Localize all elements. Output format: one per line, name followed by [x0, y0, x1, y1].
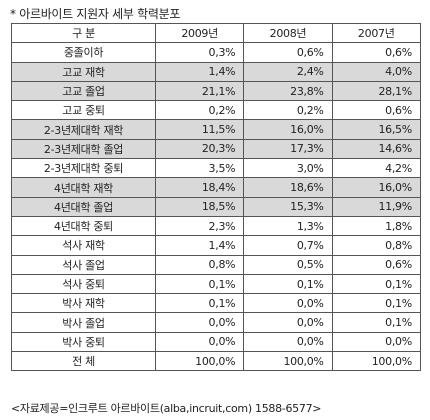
table-row: 고교 재학 1,4% 2,4% 4,0%	[11, 61, 421, 82]
value-2009: 21,1%	[154, 80, 245, 102]
value-2008: 0,2%	[243, 100, 333, 121]
header-2009: 2009년	[154, 22, 245, 44]
value-2007: 0,6%	[331, 42, 421, 63]
value-2008: 23,8%	[243, 80, 333, 102]
header-category: 구 분	[11, 22, 156, 44]
row-label: 박사 재학	[11, 293, 156, 314]
row-label: 고교 재학	[11, 61, 156, 82]
value-2009: 18,4%	[154, 177, 245, 198]
value-2007: 0,6%	[331, 254, 421, 275]
table-row: 박사 재학 0,1% 0,0% 0,1%	[11, 293, 421, 314]
value-2009: 0,1%	[154, 273, 245, 295]
row-label: 중졸이하	[11, 42, 156, 63]
row-label: 4년대학 재학	[11, 177, 156, 198]
value-2009: 2,3%	[154, 215, 245, 237]
table-row: 2-3년제대학 졸업 20,3% 17,3% 14,6%	[11, 138, 421, 160]
value-2009: 0,1%	[154, 293, 245, 314]
value-2007: 0,6%	[331, 100, 421, 121]
value-2009: 0,0%	[154, 331, 245, 353]
header-row: 구 분 2009년 2008년 2007년	[11, 22, 421, 44]
value-2007: 100,0%	[331, 351, 421, 372]
row-label: 석사 재학	[11, 235, 156, 256]
value-2009: 3,5%	[154, 158, 245, 179]
table-row: 석사 중퇴 0,1% 0,1% 0,1%	[11, 273, 421, 295]
value-2008: 16,0%	[243, 119, 333, 140]
row-label: 2-3년제대학 재학	[11, 119, 156, 140]
table-row: 박사 중퇴 0,0% 0,0% 0,0%	[11, 331, 421, 353]
table-row: 석사 졸업 0,8% 0,5% 0,6%	[11, 254, 421, 275]
table-row: 박사 졸업 0,0% 0,0% 0,1%	[11, 312, 421, 333]
value-2009: 100,0%	[154, 351, 245, 372]
value-2007: 1,8%	[331, 215, 421, 237]
source-note: <자료제공=인크루트 아르바이트(alba,incruit,com) 1588-…	[11, 402, 322, 415]
row-label: 고교 졸업	[11, 80, 156, 102]
value-2008: 17,3%	[243, 138, 333, 160]
table-row: 4년대학 졸업 18,5% 15,3% 11,9%	[11, 196, 421, 217]
row-label: 석사 중퇴	[11, 273, 156, 295]
table-row: 4년대학 재학 18,4% 18,6% 16,0%	[11, 177, 421, 198]
row-label: 2-3년제대학 중퇴	[11, 158, 156, 179]
value-2009: 0,8%	[154, 254, 245, 275]
value-2007: 16,0%	[331, 177, 421, 198]
table-title: * 아르바이트 지원자 세부 학력분포	[10, 7, 181, 21]
row-label: 전 체	[11, 351, 156, 372]
row-label: 2-3년제대학 졸업	[11, 138, 156, 160]
value-2008: 0,0%	[243, 293, 333, 314]
value-2007: 14,6%	[331, 138, 421, 160]
value-2009: 0,0%	[154, 312, 245, 333]
value-2007: 16,5%	[331, 119, 421, 140]
value-2008: 18,6%	[243, 177, 333, 198]
table-row: 중졸이하 0,3% 0,6% 0,6%	[11, 42, 421, 63]
table-row: 석사 재학 1,4% 0,7% 0,8%	[11, 235, 421, 256]
value-2009: 11,5%	[154, 119, 245, 140]
value-2009: 0,3%	[154, 42, 245, 63]
value-2007: 0,0%	[331, 331, 421, 353]
table-row: 4년대학 중퇴 2,3% 1,3% 1,8%	[11, 215, 421, 237]
table-row: 2-3년제대학 재학 11,5% 16,0% 16,5%	[11, 119, 421, 140]
value-2008: 2,4%	[243, 61, 333, 82]
row-label: 4년대학 졸업	[11, 196, 156, 217]
header-2007: 2007년	[331, 22, 421, 44]
value-2007: 4,0%	[331, 61, 421, 82]
value-2009: 20,3%	[154, 138, 245, 160]
value-2008: 0,0%	[243, 331, 333, 353]
value-2008: 0,1%	[243, 273, 333, 295]
value-2008: 3,0%	[243, 158, 333, 179]
value-2008: 100,0%	[243, 351, 333, 372]
value-2008: 0,0%	[243, 312, 333, 333]
header-2008: 2008년	[243, 22, 333, 44]
education-distribution-table: 구 분 2009년 2008년 2007년 중졸이하 0,3% 0,6% 0,6% 고교…	[11, 22, 421, 372]
row-label: 4년대학 중퇴	[11, 215, 156, 237]
table-row: 전 체 100,0% 100,0% 100,0%	[11, 351, 421, 372]
value-2007: 28,1%	[331, 80, 421, 102]
value-2009: 1,4%	[154, 235, 245, 256]
value-2008: 0,6%	[243, 42, 333, 63]
value-2008: 0,5%	[243, 254, 333, 275]
value-2009: 18,5%	[154, 196, 245, 217]
value-2007: 0,8%	[331, 235, 421, 256]
value-2007: 0,1%	[331, 273, 421, 295]
value-2007: 4,2%	[331, 158, 421, 179]
table-row: 2-3년제대학 중퇴 3,5% 3,0% 4,2%	[11, 158, 421, 179]
value-2007: 11,9%	[331, 196, 421, 217]
value-2009: 0,2%	[154, 100, 245, 121]
row-label: 고교 중퇴	[11, 100, 156, 121]
row-label: 박사 졸업	[11, 312, 156, 333]
value-2008: 1,3%	[243, 215, 333, 237]
value-2008: 0,7%	[243, 235, 333, 256]
value-2009: 1,4%	[154, 61, 245, 82]
table-row: 고교 중퇴 0,2% 0,2% 0,6%	[11, 100, 421, 121]
value-2007: 0,1%	[331, 312, 421, 333]
value-2008: 15,3%	[243, 196, 333, 217]
table-row: 고교 졸업 21,1% 23,8% 28,1%	[11, 80, 421, 102]
row-label: 박사 중퇴	[11, 331, 156, 353]
row-label: 석사 졸업	[11, 254, 156, 275]
value-2007: 0,1%	[331, 293, 421, 314]
